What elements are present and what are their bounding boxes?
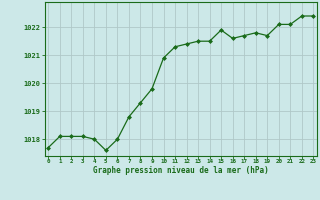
X-axis label: Graphe pression niveau de la mer (hPa): Graphe pression niveau de la mer (hPa)	[93, 166, 269, 175]
